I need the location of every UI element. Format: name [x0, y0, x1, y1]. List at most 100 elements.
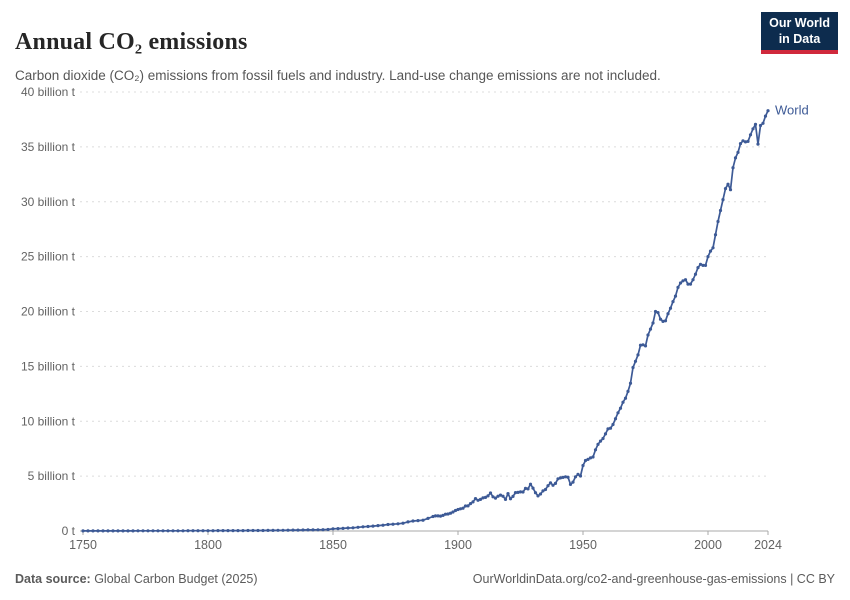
data-point[interactable] [426, 516, 430, 521]
data-point[interactable] [756, 142, 760, 146]
data-point[interactable] [461, 506, 465, 510]
data-point[interactable] [463, 504, 468, 508]
data-point[interactable] [706, 255, 710, 259]
data-point[interactable] [751, 127, 755, 131]
data-point[interactable] [686, 282, 690, 286]
data-point[interactable] [416, 519, 420, 523]
data-point[interactable] [608, 426, 613, 430]
data-point[interactable] [528, 482, 533, 486]
data-point[interactable] [151, 529, 155, 533]
data-point[interactable] [513, 491, 518, 495]
data-point[interactable] [678, 281, 683, 285]
data-point[interactable] [661, 319, 665, 323]
data-point[interactable] [571, 480, 575, 484]
data-point[interactable] [618, 406, 623, 410]
data-point[interactable] [538, 492, 543, 496]
data-point[interactable] [658, 317, 663, 321]
data-point[interactable] [746, 139, 750, 143]
data-point[interactable] [723, 187, 728, 191]
data-point[interactable] [521, 490, 525, 494]
data-point[interactable] [648, 327, 653, 331]
data-point[interactable] [96, 529, 100, 533]
data-point[interactable] [486, 494, 490, 498]
series-end-label[interactable]: World [775, 103, 809, 118]
data-point[interactable] [336, 527, 340, 531]
data-point[interactable] [666, 312, 670, 316]
data-point[interactable] [483, 495, 488, 499]
data-point[interactable] [501, 494, 505, 498]
data-point[interactable] [636, 353, 640, 357]
data-point[interactable] [326, 527, 330, 532]
data-point[interactable] [443, 512, 448, 516]
footer-url[interactable]: OurWorldinData.org/co2-and-greenhouse-ga… [472, 572, 787, 586]
data-point[interactable] [716, 219, 720, 224]
data-point[interactable] [681, 279, 685, 283]
data-point[interactable] [523, 486, 528, 490]
data-point[interactable] [688, 282, 693, 286]
data-point[interactable] [561, 475, 565, 479]
data-point[interactable] [498, 493, 503, 497]
data-point[interactable] [736, 150, 740, 154]
data-point[interactable] [126, 529, 130, 533]
data-point[interactable] [646, 333, 650, 337]
data-point[interactable] [206, 529, 210, 533]
data-point[interactable] [216, 529, 220, 533]
data-point[interactable] [446, 512, 450, 516]
data-point[interactable] [738, 142, 743, 146]
data-point[interactable] [286, 528, 290, 532]
data-point[interactable] [221, 529, 225, 533]
data-point[interactable] [251, 528, 255, 533]
data-point[interactable] [631, 365, 635, 370]
data-point[interactable] [381, 523, 385, 527]
data-point[interactable] [488, 491, 493, 495]
data-point[interactable] [553, 481, 558, 485]
data-point[interactable] [441, 513, 445, 518]
data-point[interactable] [703, 263, 708, 267]
data-point[interactable] [421, 518, 425, 522]
data-point[interactable] [693, 272, 698, 276]
data-point[interactable] [643, 344, 648, 348]
data-point[interactable] [511, 494, 515, 498]
data-point[interactable] [748, 133, 753, 137]
data-point[interactable] [696, 266, 700, 270]
data-point[interactable] [576, 472, 580, 476]
data-point[interactable] [306, 528, 310, 532]
data-point[interactable] [186, 529, 190, 533]
data-point[interactable] [146, 529, 150, 533]
data-point[interactable] [356, 525, 360, 529]
data-point[interactable] [676, 285, 680, 289]
data-point[interactable] [663, 319, 668, 323]
data-point[interactable] [156, 529, 160, 533]
data-point[interactable] [683, 278, 688, 282]
data-point[interactable] [653, 309, 658, 314]
data-point[interactable] [458, 507, 463, 511]
data-point[interactable] [578, 474, 583, 478]
data-point[interactable] [176, 529, 180, 533]
data-point[interactable] [506, 492, 510, 496]
data-point[interactable] [698, 262, 703, 266]
data-point[interactable] [691, 278, 695, 282]
data-point[interactable] [586, 457, 590, 461]
data-point[interactable] [656, 311, 660, 315]
data-point[interactable] [473, 497, 478, 501]
data-point[interactable] [236, 529, 240, 533]
data-point[interactable] [281, 528, 285, 532]
data-point[interactable] [86, 529, 90, 533]
data-point[interactable] [376, 524, 380, 528]
data-point[interactable] [743, 140, 748, 144]
data-point[interactable] [226, 529, 230, 533]
data-point[interactable] [496, 494, 500, 498]
data-point[interactable] [111, 529, 115, 533]
data-point[interactable] [106, 529, 110, 533]
data-point[interactable] [733, 156, 738, 160]
data-point[interactable] [713, 233, 718, 237]
data-point[interactable] [711, 246, 715, 250]
data-point[interactable] [531, 486, 535, 490]
data-point[interactable] [361, 525, 365, 529]
world-data-points[interactable] [81, 109, 770, 533]
data-point[interactable] [451, 510, 455, 514]
data-point[interactable] [478, 497, 483, 501]
data-point[interactable] [606, 427, 610, 431]
data-point[interactable] [456, 507, 460, 512]
data-point[interactable] [433, 514, 438, 518]
